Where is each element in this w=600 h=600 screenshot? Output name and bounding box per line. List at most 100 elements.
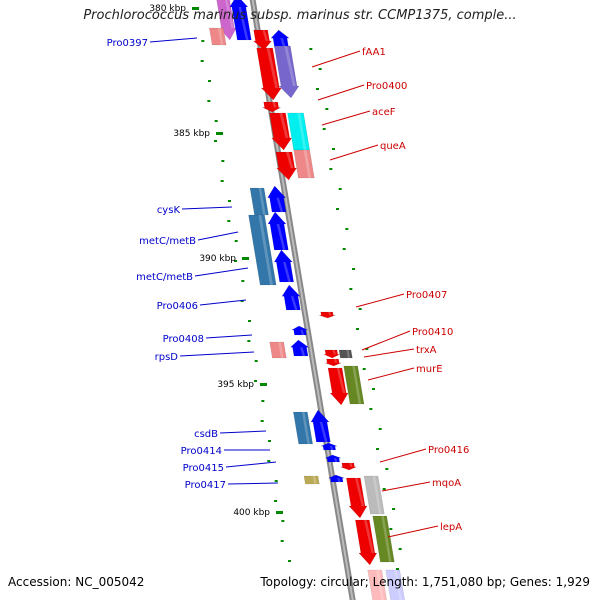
gene-label-right: aceF (372, 107, 396, 118)
tick-mark (288, 560, 292, 562)
gene-arrow-shade (333, 359, 338, 363)
tick-mark (227, 220, 231, 222)
gene-arrow (327, 367, 349, 406)
gene-arrow (270, 29, 290, 49)
scale-label: 395 kbp (217, 380, 254, 390)
tick-mark (234, 260, 238, 262)
tick-mark (329, 168, 333, 170)
gene-arrow-shade (279, 113, 289, 138)
tick-mark (268, 440, 272, 442)
gene-arrow-shade (337, 478, 341, 482)
gene-arrow (340, 462, 357, 471)
tick-mark (365, 348, 369, 350)
gene-arrow (293, 149, 315, 179)
gene-label-right: Pro0410 (412, 327, 453, 338)
gene-label-left: metC/metB (139, 236, 196, 247)
gene-arrow (275, 151, 298, 181)
tick-mark (398, 548, 402, 550)
tick-mark (281, 520, 285, 522)
tick-mark (274, 480, 278, 482)
gene-leader-line (367, 367, 415, 381)
scale-tick (192, 7, 199, 10)
tick-mark (336, 208, 340, 210)
gene-leader-line (179, 351, 255, 357)
gene-arrow-shade (346, 350, 350, 358)
tick-mark (248, 320, 252, 322)
gene-arrow-shade (319, 422, 328, 442)
scale-tick (276, 511, 283, 514)
gene-arrow (320, 442, 338, 451)
gene-arrow (291, 325, 308, 336)
tick-mark (349, 288, 353, 290)
tick-mark (372, 388, 376, 390)
tick-mark (362, 368, 366, 370)
gene-arrow (256, 47, 282, 101)
gene-leader-line (311, 50, 361, 68)
tick-mark (389, 528, 393, 530)
gene-arrow (325, 358, 342, 367)
gene-arrow-shade (297, 113, 307, 150)
gene-arrow-shade (352, 366, 362, 404)
gene-arrow (248, 214, 277, 286)
gene-arrow-shade (276, 224, 286, 250)
gene-leader-line (317, 84, 365, 101)
scale-tick (242, 257, 249, 260)
tick-mark (240, 300, 244, 302)
tick-mark (247, 340, 251, 342)
gene-arrow-shade (258, 188, 266, 215)
gene-label-right: mqoA (432, 478, 461, 489)
gene-arrow-shade (372, 476, 382, 514)
gene-leader-line (355, 293, 405, 308)
tick-mark (396, 568, 400, 570)
tick-mark (322, 128, 326, 130)
gene-arrow (323, 349, 340, 359)
scale-label: 380 kbp (149, 4, 186, 14)
gene-arrow-shade (285, 152, 294, 168)
tick-mark (261, 400, 265, 402)
genome-title: Prochlorococcus marinus subsp. marinus s… (83, 8, 517, 23)
tick-mark (392, 508, 396, 510)
gene-arrow (289, 339, 310, 357)
gene-label-left: csdB (194, 429, 218, 440)
gene-label-right: Pro0407 (406, 290, 447, 301)
scale-tick (260, 383, 267, 386)
scale-tick (216, 132, 223, 135)
gene-arrow-shade (336, 368, 346, 393)
gene-arrow-shade (332, 350, 336, 355)
tick-mark (220, 180, 224, 182)
gene-arrow (293, 411, 313, 445)
scale-label: 400 kbp (233, 508, 270, 518)
gene-arrow (274, 45, 300, 99)
tick-mark (228, 200, 232, 202)
gene-arrow (363, 475, 385, 515)
tick-mark (332, 148, 336, 150)
gene-leader-line (329, 144, 379, 161)
gene-label-left: Pro0414 (181, 446, 222, 457)
gene-leader-line (219, 430, 267, 434)
gene-arrow-shade (328, 312, 332, 316)
gene-arrow (267, 211, 289, 251)
gene-arrow (229, 0, 252, 41)
gene-leader-line (194, 267, 249, 277)
tick-mark (241, 280, 245, 282)
gene-label-right: queA (380, 141, 406, 152)
tick-mark (356, 328, 360, 330)
tick-mark (325, 108, 329, 110)
gene-arrow (355, 519, 378, 566)
tick-mark (201, 40, 205, 42)
gene-label-left: Pro0417 (185, 480, 226, 491)
gene-arrow (209, 27, 227, 46)
gene-arrow-shade (266, 48, 279, 88)
gene-arrow-shade (284, 46, 296, 86)
gene-label-right: trxA (416, 345, 437, 356)
gene-leader-line (363, 348, 415, 358)
gene-label-right: Pro0400 (366, 81, 407, 92)
gene-leader-line (321, 110, 371, 126)
tick-mark (254, 380, 258, 382)
tick-mark (358, 308, 362, 310)
tick-mark (274, 500, 278, 502)
gene-arrow-shade (302, 412, 310, 444)
gene-arrow (367, 569, 387, 600)
